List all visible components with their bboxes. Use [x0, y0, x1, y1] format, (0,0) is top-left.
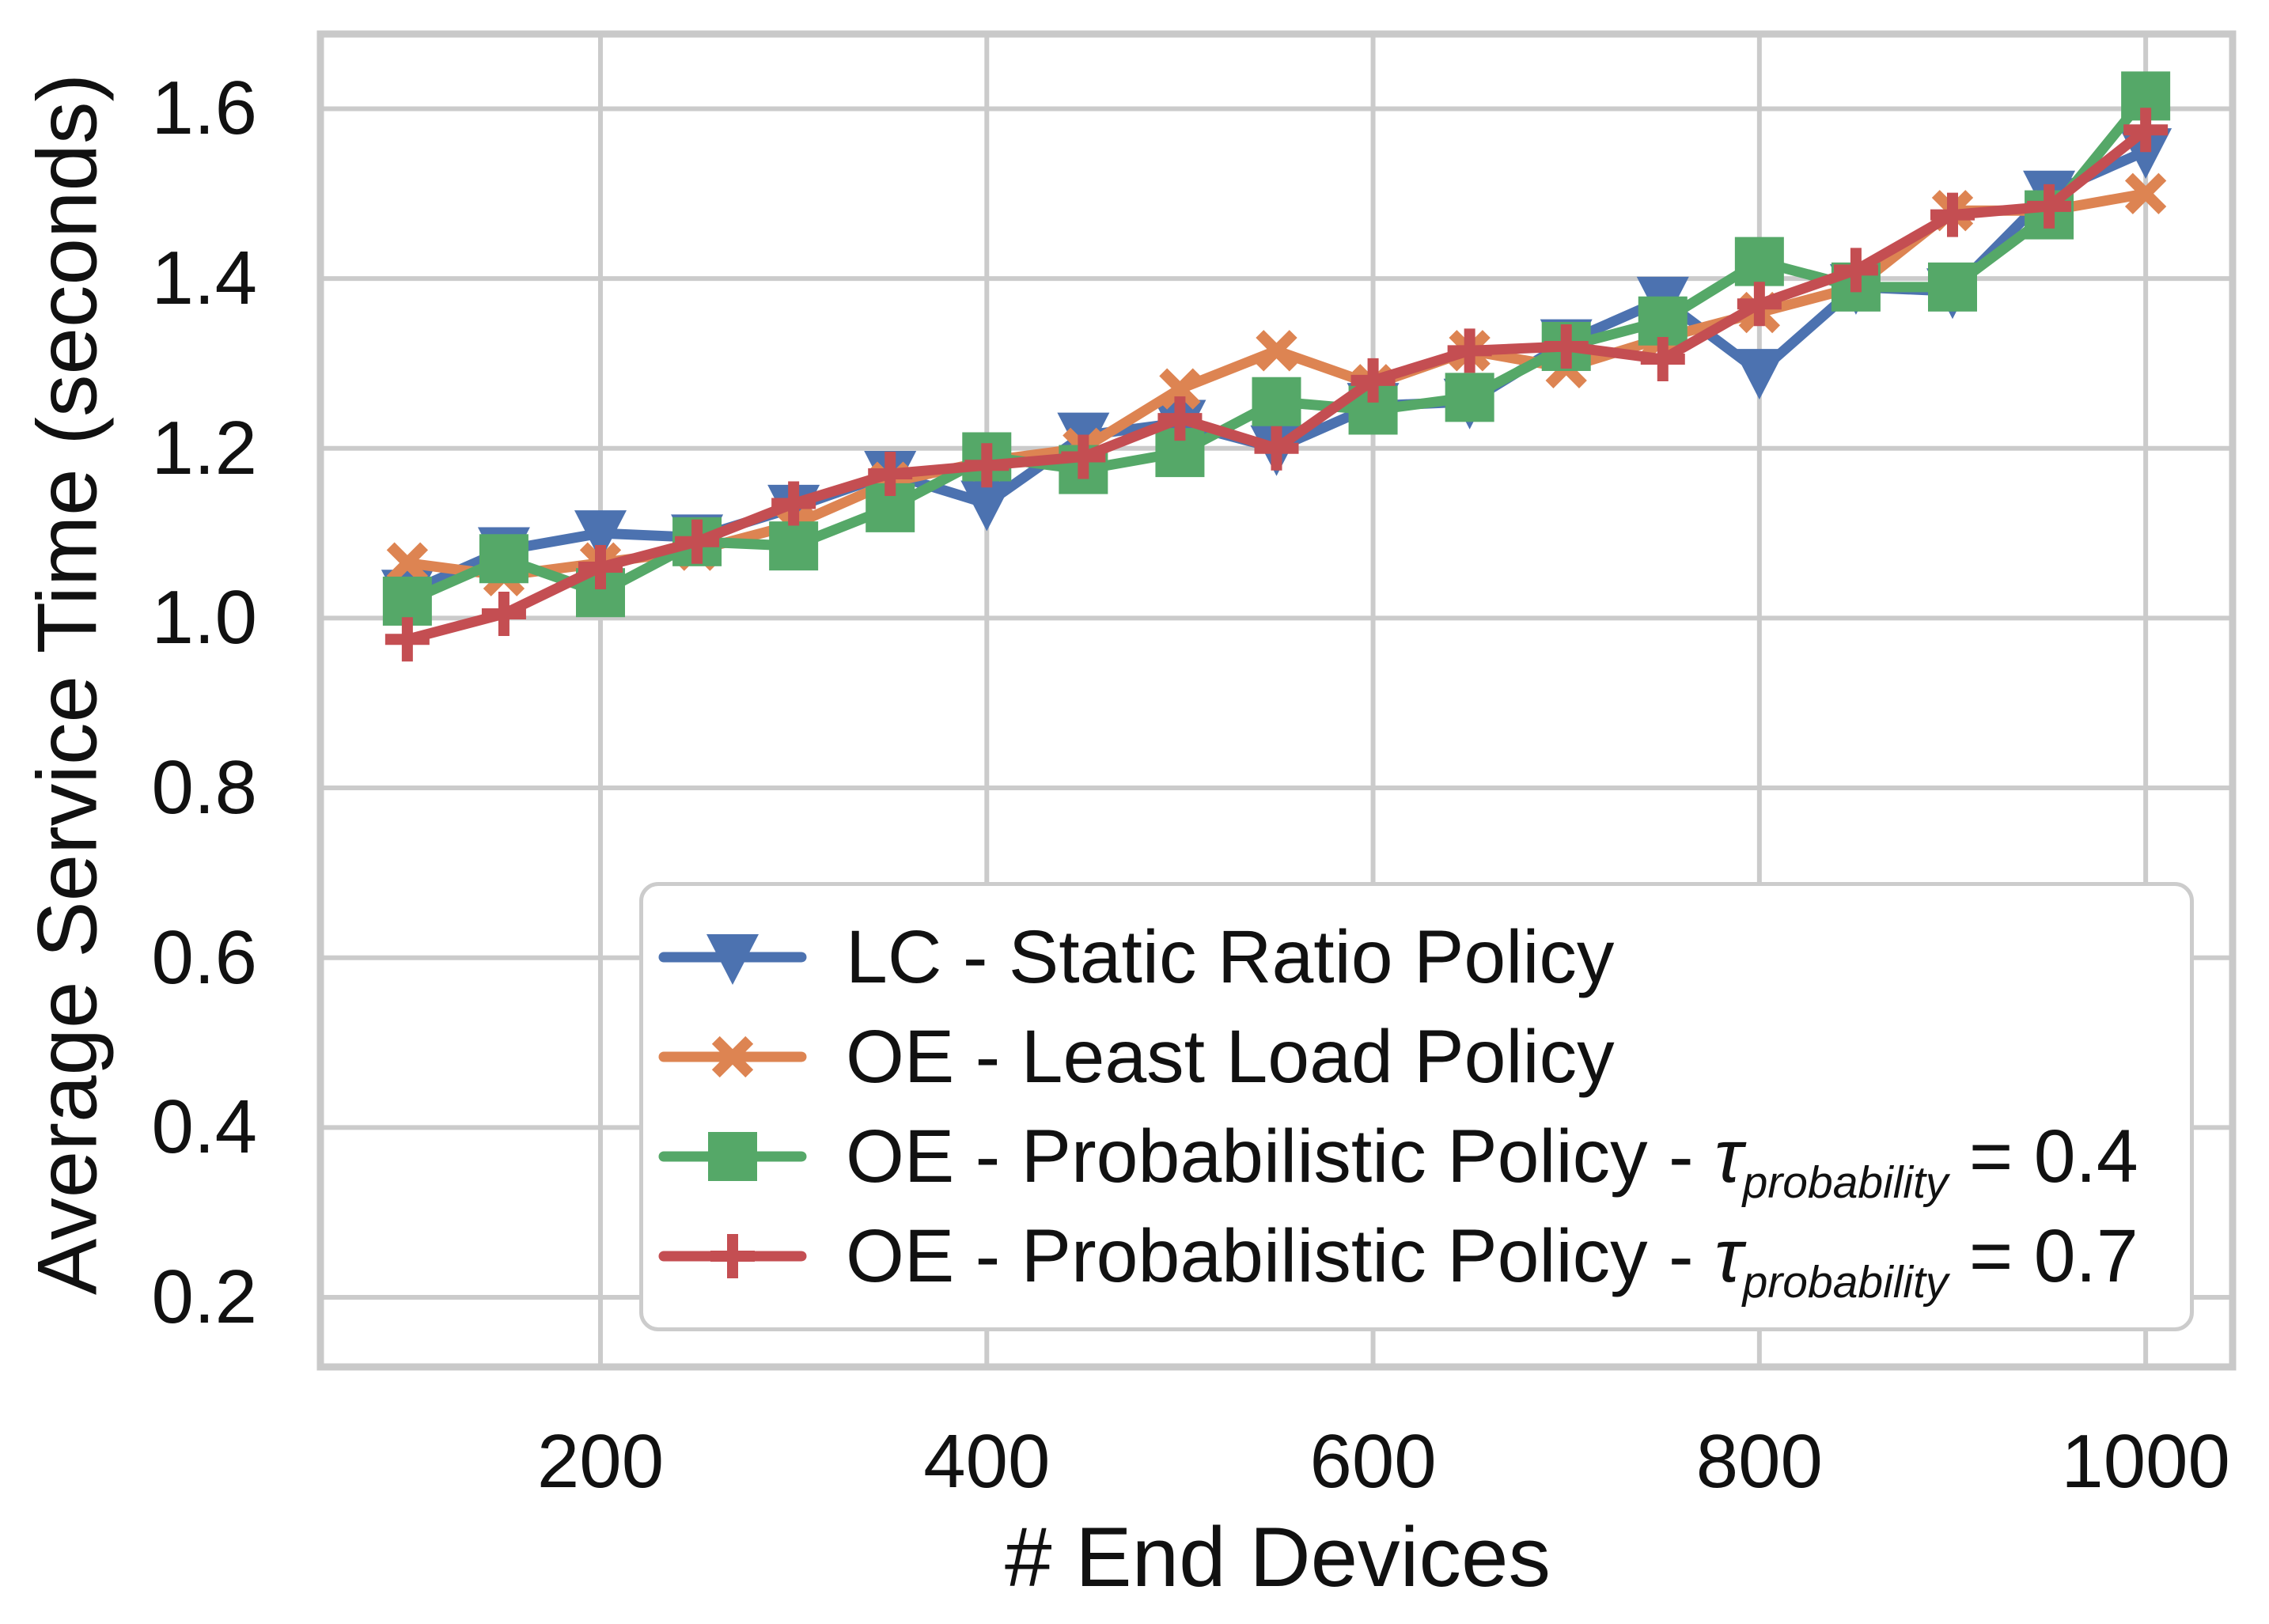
- plus-marker: [675, 519, 720, 564]
- y-tick-label: 1.6: [151, 66, 257, 151]
- tau-symbol: τ: [1714, 1115, 1743, 1198]
- plus-marker: [2123, 108, 2169, 153]
- legend-entry-0: LC - Static Ratio Policy: [657, 907, 2190, 1007]
- square-marker: [1445, 373, 1494, 422]
- x-marker: [711, 1035, 754, 1078]
- series-0: [381, 128, 2172, 621]
- plus-marker: [1447, 328, 1492, 373]
- square-marker: [1252, 377, 1301, 426]
- plus-marker: [384, 617, 430, 662]
- axes-spines: [316, 30, 2237, 1371]
- tau-subscript: probability: [1742, 1257, 1949, 1308]
- legend-entry-3: OE - Probabilistic Policy - τprobability…: [657, 1206, 2190, 1306]
- x-marker: [2124, 172, 2167, 214]
- plus-marker: [771, 481, 816, 526]
- y-tick-label: 1.0: [151, 575, 257, 661]
- plus-marker: [481, 592, 526, 637]
- triangle-down-marker: [706, 934, 759, 985]
- triangle-down-marker: [960, 480, 1013, 532]
- x-tick-label: 800: [1695, 1419, 1823, 1504]
- legend-entry-2: OE - Probabilistic Policy - τprobability…: [657, 1107, 2190, 1206]
- x-marker: [386, 542, 429, 584]
- legend-marker-plus: [658, 1234, 807, 1278]
- square-marker: [479, 534, 528, 584]
- y-tick-label: 0.4: [151, 1085, 257, 1170]
- legend-label: OE - Probabilistic Policy - τprobability…: [846, 1115, 2138, 1208]
- square-marker: [708, 1132, 757, 1181]
- tau-symbol: τ: [1714, 1214, 1743, 1298]
- square-marker: [1927, 262, 1977, 312]
- plus-marker: [1640, 337, 1685, 382]
- x-tick-label: 600: [1309, 1419, 1437, 1504]
- y-axis-label: Average Service Time (seconds): [19, 73, 115, 1296]
- triangle-down-marker: [574, 510, 627, 562]
- y-tick-label: 0.8: [151, 745, 257, 831]
- square-marker: [1734, 237, 1784, 286]
- plus-marker: [1350, 358, 1396, 403]
- plus-marker: [1737, 282, 1782, 327]
- square-marker: [769, 521, 819, 571]
- plus-marker: [868, 451, 913, 496]
- tau-subscript: probability: [1742, 1157, 1949, 1208]
- x-tick-label: 200: [536, 1419, 665, 1504]
- triangle-down-marker: [1733, 349, 1786, 400]
- plus-marker: [1544, 324, 1589, 369]
- plus-marker: [710, 1234, 755, 1278]
- legend-marker-x: [658, 1035, 807, 1078]
- plus-marker: [2027, 184, 2072, 229]
- legend-label: LC - Static Ratio Policy: [846, 915, 1615, 999]
- legend: LC - Static Ratio Policy OE - Least Load …: [639, 882, 2194, 1331]
- plus-marker: [1833, 248, 1878, 293]
- legend-entry-1: OE - Least Load Policy: [657, 1007, 2190, 1107]
- legend-marker-triangle-down: [658, 934, 807, 985]
- y-tick-label: 0.6: [151, 914, 257, 1000]
- x-tick-label: 400: [923, 1419, 1051, 1504]
- plus-marker: [1930, 192, 1975, 237]
- y-tick-label: 0.2: [151, 1254, 257, 1339]
- plus-marker: [1254, 426, 1299, 471]
- series-3: [384, 108, 2169, 662]
- legend-label: OE - Probabilistic Policy - τprobability…: [846, 1214, 2138, 1308]
- plus-marker: [1061, 434, 1106, 479]
- plus-marker: [1157, 396, 1203, 441]
- y-tick-label: 1.4: [151, 236, 257, 321]
- x-marker: [1256, 330, 1297, 372]
- y-tick-label: 1.2: [151, 405, 257, 490]
- legend-label: OE - Least Load Policy: [846, 1015, 1615, 1099]
- x-tick-label: 1000: [2061, 1419, 2230, 1504]
- x-marker: [1159, 368, 1201, 410]
- plus-marker: [964, 443, 1009, 488]
- x-axis-label: # End Devices: [1005, 1509, 1551, 1604]
- series-line: [402, 146, 2151, 598]
- plus-marker: [578, 545, 623, 589]
- legend-marker-square: [658, 1132, 807, 1181]
